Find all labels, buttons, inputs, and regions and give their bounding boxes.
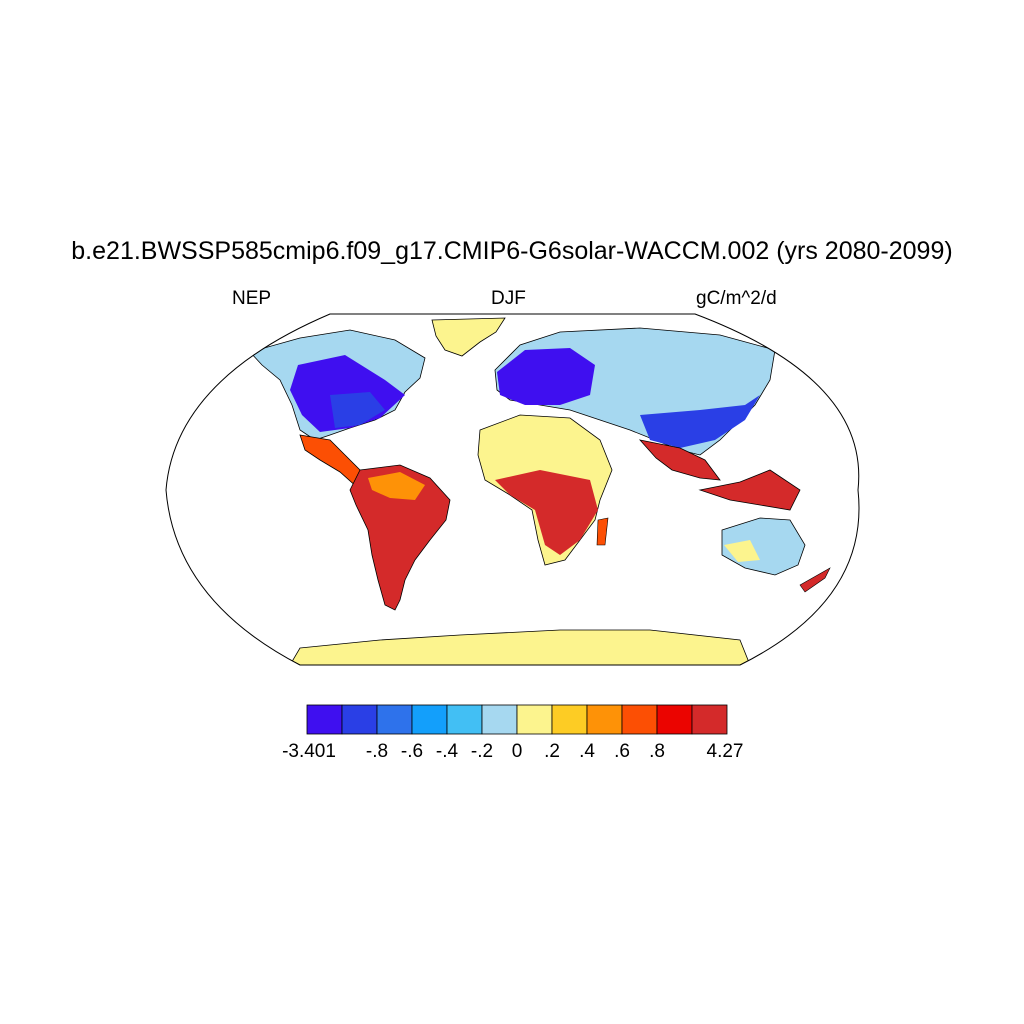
south-america [349,464,451,611]
colorbar-box [341,704,378,735]
colorbar-box [481,704,518,735]
colorbar-tick-label: 4.27 [706,741,744,762]
land-fill [249,317,831,665]
season-label: DJF [491,288,526,309]
globe-outline [165,313,860,666]
figure-title: b.e21.BWSSP585cmip6.f09_g17.CMIP6-G6sola… [71,237,953,265]
colorbar-box [376,704,413,735]
greenland [431,317,506,357]
north-america-east [330,392,385,428]
colorbar-box [551,704,588,735]
australia-west [724,540,760,562]
colorbar-tick-label: .8 [649,741,665,762]
south-asia [638,439,721,481]
colorbar-tick-label: -.4 [435,741,459,762]
colorbar-box [411,704,448,735]
colorbar-box [621,704,658,735]
colorbar-box [306,704,343,735]
madagascar [596,517,609,546]
units-label: gC/m^2/d [696,288,777,309]
maritime-continent [698,469,801,511]
colorbar-tick-label: -.8 [365,741,389,762]
south-america-amazon [368,472,425,500]
colorbar [306,704,728,735]
colorbar-tick-label: 0 [511,741,523,762]
colorbar-tick-label: .6 [614,741,630,762]
colorbar-tick-label: .4 [579,741,595,762]
colorbar-box [516,704,553,735]
east-asia [640,395,760,448]
new-zealand [799,567,831,593]
colorbar-tick-label: -3.401 [282,741,336,762]
colorbar-box [691,704,728,735]
africa-tropics [495,470,598,555]
antarctica [289,629,751,665]
colorbar-tick-label: -.6 [400,741,424,762]
variable-label: NEP [232,288,272,309]
colorbar-tick-label: -.2 [470,741,494,762]
colorbar-box [656,704,693,735]
colorbar-box [586,704,623,735]
colorbar-box [446,704,483,735]
europe-core [497,348,595,405]
colorbar-tick-label: .2 [544,741,560,762]
